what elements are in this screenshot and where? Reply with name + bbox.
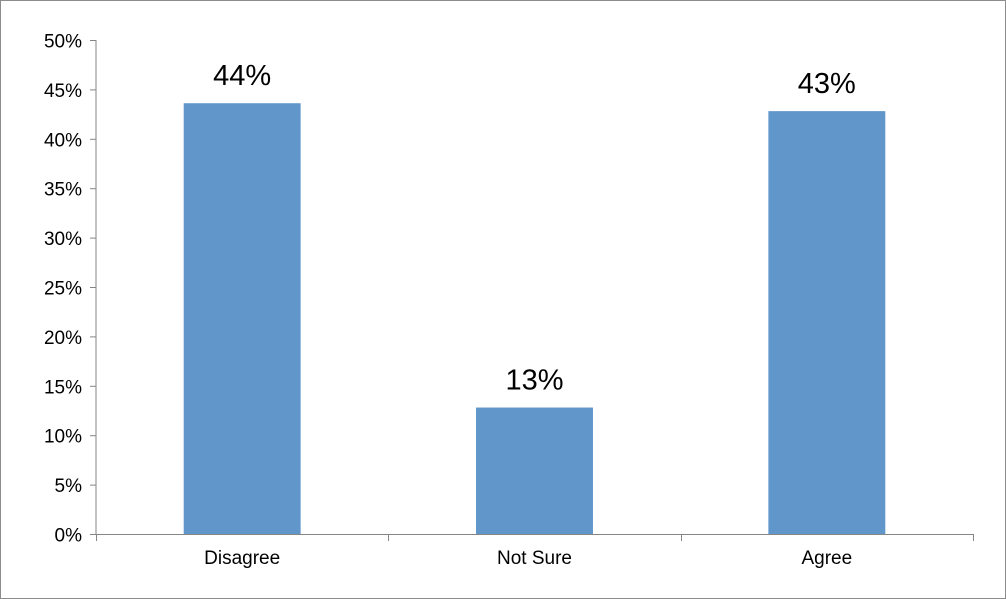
bar-agree: [768, 111, 886, 535]
y-tick-label: 30%: [44, 229, 82, 250]
y-tick-label: 50%: [44, 32, 82, 53]
data-label: 13%: [505, 365, 563, 397]
y-tick-label: 10%: [44, 427, 82, 448]
data-labels: 44% 13% 43%: [213, 60, 856, 396]
bars: [183, 103, 886, 535]
y-tick-label: 45%: [44, 81, 82, 102]
y-tick-label: 40%: [44, 130, 82, 151]
y-tick-label: 25%: [44, 279, 82, 300]
bar-disagree: [183, 103, 301, 535]
y-tick-label: 35%: [44, 180, 82, 201]
y-tick-label: 0%: [55, 526, 83, 547]
data-label: 44%: [213, 60, 271, 92]
x-category-label: Disagree: [204, 548, 280, 569]
y-tick-label: 20%: [44, 328, 82, 349]
x-category-label: Agree: [801, 548, 852, 569]
y-tick-label: 15%: [44, 377, 82, 398]
data-label: 43%: [798, 68, 856, 100]
bar-not-sure: [476, 407, 593, 534]
y-tick-label: 5%: [55, 476, 83, 497]
x-axis: Disagree Not Sure Agree: [96, 534, 974, 569]
x-category-label: Not Sure: [497, 548, 572, 569]
y-axis: 0% 5% 10% 15% 20% 25% 30% 35% 40% 45% 50%: [44, 32, 97, 547]
